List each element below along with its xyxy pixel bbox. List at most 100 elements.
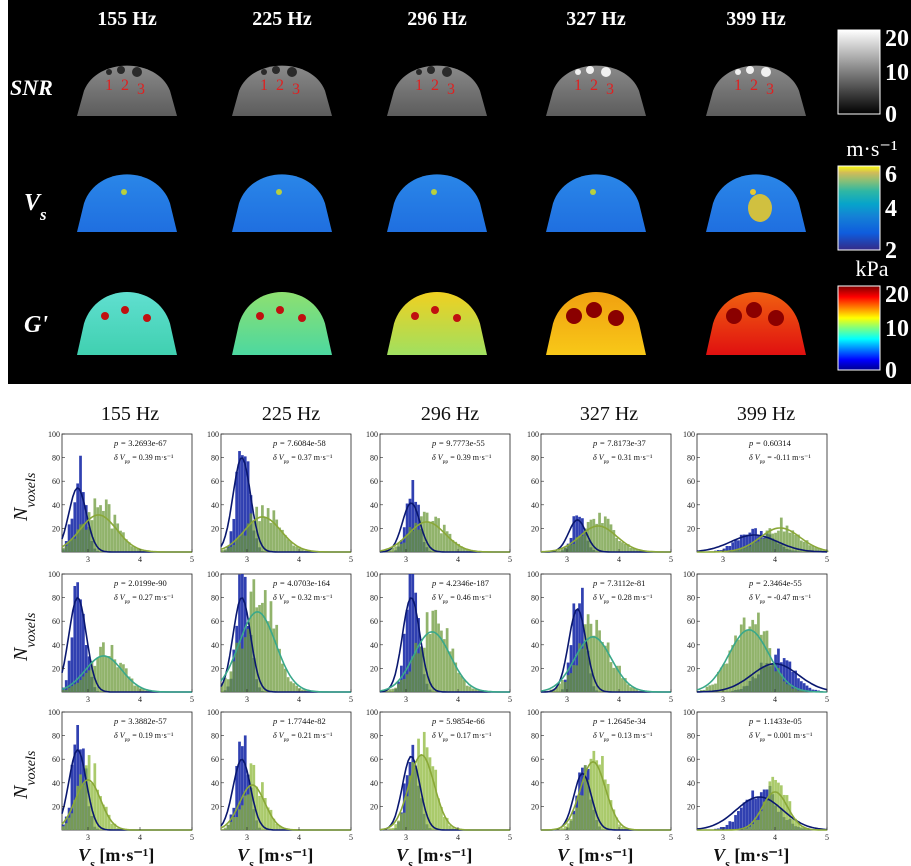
inclusion-label: 3 xyxy=(137,81,145,98)
p-value-annotation: p = 7.8173e-37 xyxy=(592,438,646,448)
histogram-bar-green xyxy=(802,690,806,692)
histogram-bar-green xyxy=(107,656,111,692)
histogram-bar-green xyxy=(102,510,105,552)
histogram-bar-green xyxy=(626,684,630,692)
histogram-bar-green xyxy=(431,520,435,552)
y-tick-label: 40 xyxy=(687,501,695,510)
inclusion-spot xyxy=(768,310,784,326)
histogram-bar-green xyxy=(391,688,395,692)
y-tick-label: 60 xyxy=(211,477,219,486)
histogram-bar-green xyxy=(258,604,261,692)
histogram-bar-blue xyxy=(243,456,247,552)
histogram-bar-green xyxy=(445,817,449,830)
inclusion-spot xyxy=(132,67,142,77)
histogram-bar-green xyxy=(73,684,77,692)
histogram-bar-green xyxy=(67,817,71,830)
x-tick-label: 4 xyxy=(456,555,460,564)
histogram-bar-green xyxy=(246,794,250,830)
inclusion-label: 3 xyxy=(766,81,774,98)
histogram-bar-green xyxy=(555,550,559,552)
histogram-bar-green xyxy=(555,686,559,692)
inclusion-spot xyxy=(276,189,282,195)
y-tick-label: 40 xyxy=(531,779,539,788)
p-value-annotation: p = 2.0199e-90 xyxy=(113,578,167,588)
histogram-bar-green xyxy=(777,667,780,692)
y-tick-label: 40 xyxy=(370,641,378,650)
histogram-bar-green xyxy=(737,550,740,552)
histogram-bar-green xyxy=(428,634,432,692)
inclusion-spot xyxy=(261,69,267,75)
phantom-map xyxy=(387,292,487,355)
histogram-bar-green xyxy=(474,688,478,692)
y-tick-label: 100 xyxy=(207,708,219,717)
histogram-bar-green xyxy=(722,664,726,692)
delta-vpp-annotation: δ Vpp = -0.47 m·s⁻¹ xyxy=(749,593,812,605)
colorbar-max-label: 20 xyxy=(885,282,909,308)
y-tick-label: 40 xyxy=(531,501,539,510)
histogram-bar-green xyxy=(745,828,749,830)
delta-vpp-annotation: δ Vpp = 0.28 m·s⁻¹ xyxy=(593,593,653,605)
histogram-bar-blue xyxy=(728,821,732,830)
histogram-bar-green xyxy=(751,619,755,692)
histogram-bar-green xyxy=(226,679,230,692)
histogram-bar-green xyxy=(278,825,281,830)
histogram-bar-green xyxy=(745,630,749,692)
histogram-bar-green xyxy=(405,796,409,830)
histogram-bar-green xyxy=(400,543,403,552)
histogram-bar-blue xyxy=(70,518,74,552)
y-tick-label: 60 xyxy=(687,755,695,764)
phantom-map xyxy=(232,174,332,232)
inclusion-spot xyxy=(750,189,756,195)
histogram-bar-green xyxy=(797,690,800,692)
inclusion-spot xyxy=(256,312,264,320)
histogram-bar-green xyxy=(779,785,783,830)
histogram-bar-blue xyxy=(794,670,797,692)
histogram-bar-green xyxy=(635,548,639,552)
histogram-bar-green xyxy=(261,602,264,692)
histogram-axes-box xyxy=(379,711,511,831)
histogram-bar-blue xyxy=(229,531,233,552)
x-tick-label: 4 xyxy=(297,833,301,842)
histogram-bar-green xyxy=(400,680,403,692)
histogram-bar-green xyxy=(269,601,273,692)
phantom-map xyxy=(77,292,177,355)
hist-frequency-label: 155 Hz xyxy=(101,403,159,425)
histogram-bar-blue xyxy=(575,609,579,692)
histogram-bar-blue xyxy=(246,461,250,552)
histogram-bar-green xyxy=(301,548,304,552)
y-tick-label: 60 xyxy=(52,755,60,764)
histogram-bar-green xyxy=(238,642,241,692)
histogram-bar-blue xyxy=(243,735,247,830)
histogram-bar-green xyxy=(457,543,460,552)
histogram-bar-green xyxy=(586,779,590,830)
histogram-bar-green xyxy=(79,680,82,692)
histogram-bar-green xyxy=(638,550,641,552)
histogram-bar-green xyxy=(422,647,426,692)
histogram-bar-green xyxy=(601,523,604,552)
y-tick-label: 100 xyxy=(683,430,695,439)
fit-curve-green xyxy=(697,791,827,831)
histogram-bar-green xyxy=(460,546,463,552)
histogram-bar-green xyxy=(791,530,795,552)
histogram-bar-blue xyxy=(417,504,420,552)
histogram-bar-green xyxy=(221,549,224,552)
histogram-bar-green xyxy=(572,814,576,830)
histogram-bar-green xyxy=(261,505,264,552)
inclusion-spot xyxy=(748,194,772,222)
x-tick-label: 3 xyxy=(721,555,725,564)
histogram-bar-blue xyxy=(788,661,792,692)
histogram-bar-green xyxy=(73,538,77,552)
histogram-bar-green xyxy=(569,673,573,692)
histogram-bar-blue xyxy=(400,665,403,692)
inclusion-spot xyxy=(101,312,109,320)
y-tick-label: 60 xyxy=(370,477,378,486)
histogram-bar-blue xyxy=(238,574,241,692)
x-tick-label: 5 xyxy=(190,833,194,842)
histogram-bar-green xyxy=(252,764,256,830)
histogram-chart: 20 40 60 80 100 3 4 5 p = 2.3464e-55 δ Vpp = -0.4… xyxy=(683,570,829,704)
p-value-annotation: p = 0.60314 xyxy=(748,438,792,448)
histogram-bar-blue xyxy=(797,678,800,692)
inclusion-spot xyxy=(121,189,127,195)
histogram-bar-green xyxy=(601,642,604,692)
histogram-bar-green xyxy=(62,689,65,692)
